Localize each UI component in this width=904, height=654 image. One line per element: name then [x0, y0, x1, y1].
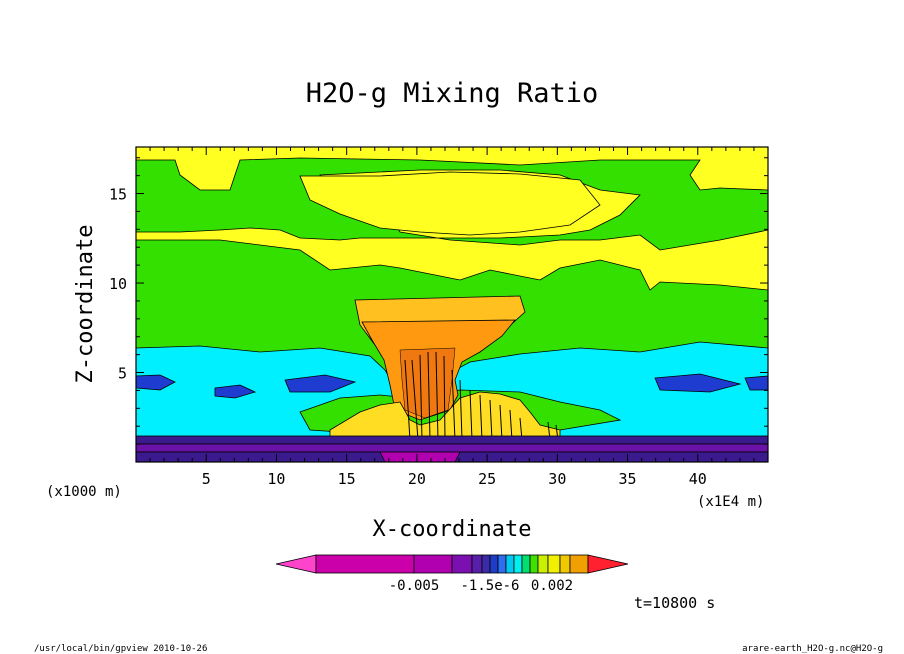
- y-tick-label: 10: [109, 275, 127, 293]
- field-blue-right: [654, 373, 742, 393]
- colorbar: [275, 554, 629, 574]
- field-blue-mid2: [284, 374, 357, 393]
- colorbar-box: [497, 554, 507, 574]
- plot-frame: [135, 146, 769, 463]
- colorbar-box: [513, 554, 523, 574]
- colorbar-label: -0.005: [389, 578, 440, 594]
- x-axis-label: X-coordinate: [373, 517, 532, 542]
- time-annotation: t=10800 s: [634, 594, 715, 612]
- y-tick-label: 5: [118, 365, 127, 383]
- colorbar-box: [547, 554, 561, 574]
- field-streaks: [404, 351, 559, 441]
- field-blue-mid1: [214, 384, 257, 399]
- colorbar-box: [315, 554, 415, 574]
- colorbar-box: [559, 554, 571, 574]
- field-blue-far: [744, 375, 768, 391]
- colorbar-box: [489, 554, 499, 574]
- x-tick-label: 5: [202, 470, 211, 488]
- colorbar-label: -1.5e-6: [460, 578, 519, 594]
- field-magenta: [379, 451, 461, 462]
- chart-title: H2O-g Mixing Ratio: [306, 78, 599, 109]
- colorbar-labels: -0.005 -1.5e-6 0.002: [389, 578, 573, 594]
- colorbar-box: [481, 554, 491, 574]
- x-tick-label: 30: [548, 470, 566, 488]
- contour-field: [136, 147, 768, 462]
- x-tick-label: 10: [267, 470, 285, 488]
- field-yellow-center: [299, 171, 601, 236]
- x-tick-label: 35: [619, 470, 637, 488]
- x-tick-label: 15: [338, 470, 356, 488]
- colorbar-box: [521, 554, 531, 574]
- field-purple-2: [136, 443, 768, 453]
- colorbar-arrow-left: [275, 554, 317, 574]
- field-orange-core: [399, 347, 456, 419]
- footer-right: arare-earth_H2O-g.nc@H2O-g: [742, 644, 883, 654]
- colorbar-box: [537, 554, 549, 574]
- x-tick-label: 25: [478, 470, 496, 488]
- y-tick-label: 15: [109, 186, 127, 204]
- colorbar-box: [413, 554, 453, 574]
- x-unit2-label: (x1E4 m): [697, 494, 764, 510]
- x-unit-label: (x1000 m): [46, 484, 122, 500]
- colorbar-box: [569, 554, 589, 574]
- colorbar-box: [451, 554, 473, 574]
- colorbar-arrow-right: [587, 554, 629, 574]
- field-purple-1: [136, 435, 768, 445]
- footer-left: /usr/local/bin/gpview 2010-10-26: [34, 644, 207, 654]
- x-ticks: 5 10 15 20 25 30 35 40: [149, 147, 755, 488]
- y-axis-label: Z-coordinate: [73, 225, 98, 384]
- y-ticks: 5 10 15: [109, 157, 768, 445]
- x-tick-label: 20: [408, 470, 426, 488]
- colorbar-box: [471, 554, 483, 574]
- colorbar-box: [529, 554, 539, 574]
- field-blue-left: [136, 374, 176, 391]
- field-yellow-top: [136, 147, 768, 191]
- colorbar-box: [505, 554, 515, 574]
- colorbar-label: 0.002: [531, 578, 573, 594]
- x-tick-label: 40: [689, 470, 707, 488]
